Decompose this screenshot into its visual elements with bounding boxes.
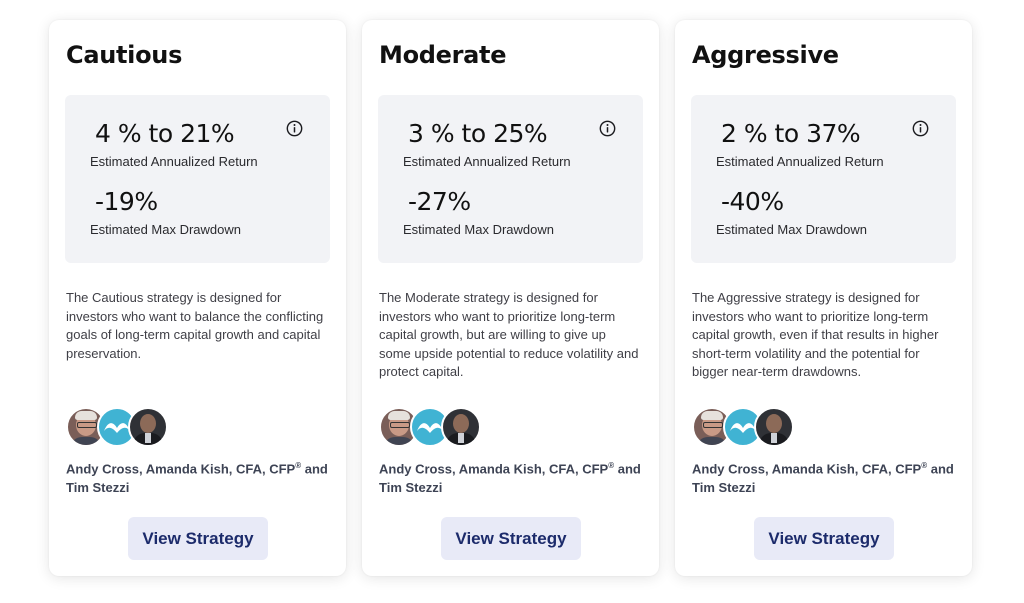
drawdown-label: Estimated Max Drawdown: [716, 222, 867, 237]
fool-cap-icon: [417, 423, 443, 433]
stats-panel: 2 % to 37% Estimated Annualized Return -…: [691, 95, 956, 263]
return-range: 3 % to 25%: [408, 119, 548, 148]
team-avatars: [692, 407, 802, 447]
card-title: Aggressive: [692, 41, 839, 69]
return-label: Estimated Annualized Return: [403, 154, 571, 169]
authors-names: Andy Cross, Amanda Kish, CFA, CFP: [379, 461, 609, 477]
drawdown-label: Estimated Max Drawdown: [403, 222, 554, 237]
drawdown-label: Estimated Max Drawdown: [90, 222, 241, 237]
return-label: Estimated Annualized Return: [90, 154, 258, 169]
drawdown-value: -27%: [408, 187, 471, 216]
avatar-tim-stezzi: [754, 407, 794, 447]
strategy-authors: Andy Cross, Amanda Kish, CFA, CFP® and T…: [379, 456, 649, 497]
registered-mark: ®: [295, 461, 302, 470]
fool-cap-icon: [104, 423, 130, 433]
avatar-andy-cross: [66, 407, 106, 447]
card-title: Moderate: [379, 41, 507, 69]
strategy-card-moderate: Moderate 3 % to 25% Estimated Annualized…: [362, 20, 659, 576]
card-title: Cautious: [66, 41, 183, 69]
view-strategy-button[interactable]: View Strategy: [441, 517, 581, 560]
registered-mark: ®: [608, 461, 615, 470]
avatar-andy-cross: [692, 407, 732, 447]
info-icon[interactable]: [599, 120, 616, 137]
return-range: 2 % to 37%: [721, 119, 861, 148]
registered-mark: ®: [921, 461, 928, 470]
strategy-card-aggressive: Aggressive 2 % to 37% Estimated Annualiz…: [675, 20, 972, 576]
authors-names: Andy Cross, Amanda Kish, CFA, CFP: [692, 461, 922, 477]
strategy-authors: Andy Cross, Amanda Kish, CFA, CFP® and T…: [66, 456, 336, 497]
strategy-authors: Andy Cross, Amanda Kish, CFA, CFP® and T…: [692, 456, 962, 497]
authors-names: Andy Cross, Amanda Kish, CFA, CFP: [66, 461, 296, 477]
return-label: Estimated Annualized Return: [716, 154, 884, 169]
info-icon[interactable]: [912, 120, 929, 137]
drawdown-value: -40%: [721, 187, 784, 216]
authors-tail: and Tim Stezzi: [379, 461, 641, 496]
avatar-tim-stezzi: [128, 407, 168, 447]
strategy-description: The Aggressive strategy is designed for …: [692, 290, 939, 380]
drawdown-value: -19%: [95, 187, 158, 216]
team-avatars: [66, 407, 176, 447]
authors-tail: and Tim Stezzi: [66, 461, 328, 496]
authors-tail: and Tim Stezzi: [692, 461, 954, 496]
avatar-tim-stezzi: [441, 407, 481, 447]
strategy-description: The Moderate strategy is designed for in…: [379, 290, 639, 380]
stats-panel: 3 % to 25% Estimated Annualized Return -…: [378, 95, 643, 263]
view-strategy-button[interactable]: View Strategy: [128, 517, 268, 560]
strategy-card-cautious: Cautious 4 % to 21% Estimated Annualized…: [49, 20, 346, 576]
info-icon[interactable]: [286, 120, 303, 137]
view-strategy-button[interactable]: View Strategy: [754, 517, 894, 560]
team-avatars: [379, 407, 489, 447]
fool-cap-icon: [730, 423, 756, 433]
stats-panel: 4 % to 21% Estimated Annualized Return -…: [65, 95, 330, 263]
strategy-description: The Cautious strategy is designed for in…: [66, 290, 324, 361]
return-range: 4 % to 21%: [95, 119, 235, 148]
